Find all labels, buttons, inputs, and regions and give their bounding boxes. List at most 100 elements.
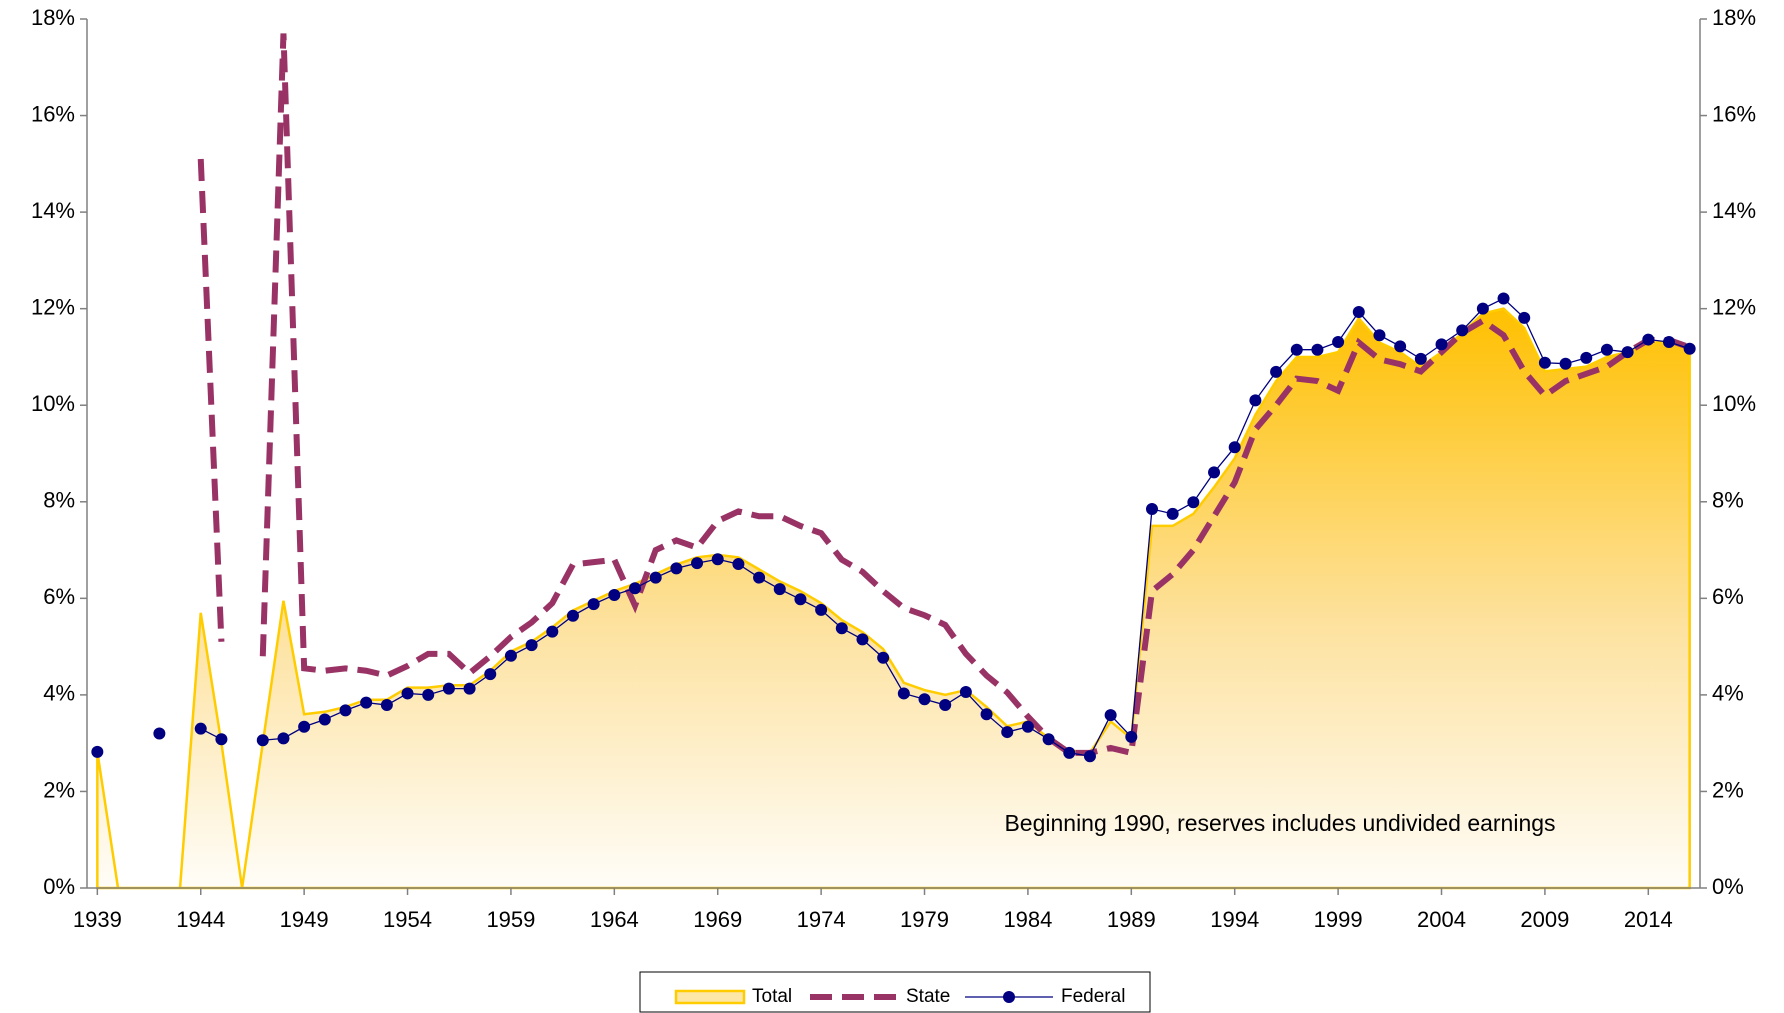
y-tick-label: 14% xyxy=(31,198,75,223)
y2-tick-label: 18% xyxy=(1712,5,1756,30)
y2-tick-label: 10% xyxy=(1712,391,1756,416)
point xyxy=(856,633,869,646)
x-tick-label: 2014 xyxy=(1624,907,1673,932)
point xyxy=(815,603,828,616)
point xyxy=(525,639,538,652)
x-tick-label: 1949 xyxy=(280,907,329,932)
y2-tick-label: 6% xyxy=(1712,584,1744,609)
x-tick-label: 1964 xyxy=(590,907,639,932)
point xyxy=(794,593,807,606)
point xyxy=(1642,333,1655,346)
point xyxy=(1435,338,1448,351)
point xyxy=(1352,306,1365,319)
point xyxy=(1559,357,1572,370)
x-tick-label: 2004 xyxy=(1417,907,1466,932)
point xyxy=(649,571,662,584)
point xyxy=(1270,365,1283,378)
point xyxy=(629,582,642,595)
point xyxy=(1580,351,1593,364)
point xyxy=(897,687,910,700)
point xyxy=(1021,720,1034,733)
point xyxy=(484,668,497,681)
annotation: Beginning 1990, reserves includes undivi… xyxy=(1004,810,1555,836)
point xyxy=(91,745,104,758)
point xyxy=(318,713,331,726)
point xyxy=(1476,302,1489,315)
point xyxy=(1063,746,1076,759)
point xyxy=(339,704,352,717)
legend-label: State xyxy=(906,986,950,1007)
point xyxy=(153,727,166,740)
point xyxy=(1311,343,1324,356)
point xyxy=(1394,340,1407,353)
point xyxy=(1518,311,1531,324)
point xyxy=(1249,394,1262,407)
y-tick-label: 2% xyxy=(43,777,75,802)
point xyxy=(1042,733,1055,746)
point xyxy=(1456,324,1469,337)
point xyxy=(1497,292,1510,305)
point xyxy=(194,722,207,735)
point xyxy=(1145,503,1158,516)
y2-tick-label: 8% xyxy=(1712,488,1744,513)
legend-label: Total xyxy=(752,986,792,1007)
y2-tick-label: 2% xyxy=(1712,777,1744,802)
y-tick-label: 0% xyxy=(43,874,75,899)
point xyxy=(980,708,993,721)
y-tick-label: 16% xyxy=(31,101,75,126)
x-tick-label: 1984 xyxy=(1003,907,1052,932)
point xyxy=(753,571,766,584)
point xyxy=(298,720,311,733)
point xyxy=(1600,343,1613,356)
x-tick-label: 1994 xyxy=(1210,907,1259,932)
x-tick-label: 1999 xyxy=(1314,907,1363,932)
point xyxy=(1125,730,1138,743)
point xyxy=(691,557,704,570)
point xyxy=(1104,709,1117,722)
point xyxy=(546,625,559,638)
y-tick-label: 4% xyxy=(43,681,75,706)
point xyxy=(1001,726,1014,739)
y2-tick-label: 4% xyxy=(1712,681,1744,706)
point xyxy=(1187,496,1200,509)
legend-label: Federal xyxy=(1061,986,1125,1007)
point xyxy=(732,558,745,571)
legend-marker xyxy=(1003,991,1015,1003)
point xyxy=(215,733,228,746)
point xyxy=(1228,441,1241,454)
point xyxy=(1332,335,1345,348)
x-tick-label: 1954 xyxy=(383,907,432,932)
point xyxy=(835,622,848,635)
point xyxy=(1621,346,1634,359)
x-tick-label: 1969 xyxy=(693,907,742,932)
point xyxy=(401,687,414,700)
point xyxy=(422,688,435,701)
y2-tick-label: 0% xyxy=(1712,874,1744,899)
point xyxy=(360,696,373,709)
point xyxy=(939,699,952,712)
point xyxy=(877,651,890,664)
x-tick-label: 1944 xyxy=(176,907,225,932)
point xyxy=(1662,335,1675,348)
x-tick-label: 1979 xyxy=(900,907,949,932)
point xyxy=(773,583,786,596)
point xyxy=(1290,343,1303,356)
legend-swatch xyxy=(674,989,746,1005)
point xyxy=(442,682,455,695)
point xyxy=(256,734,269,747)
y2-tick-label: 14% xyxy=(1712,198,1756,223)
y2-tick-label: 12% xyxy=(1712,294,1756,319)
point xyxy=(1208,466,1221,479)
point xyxy=(1414,352,1427,365)
x-tick-label: 1959 xyxy=(486,907,535,932)
point xyxy=(463,682,476,695)
point xyxy=(1683,342,1696,355)
point xyxy=(277,732,290,745)
x-tick-label: 1939 xyxy=(73,907,122,932)
point xyxy=(1166,507,1179,520)
point xyxy=(711,553,724,566)
point xyxy=(380,699,393,712)
point xyxy=(504,649,517,662)
y-tick-label: 12% xyxy=(31,294,75,319)
y-tick-label: 8% xyxy=(43,488,75,513)
